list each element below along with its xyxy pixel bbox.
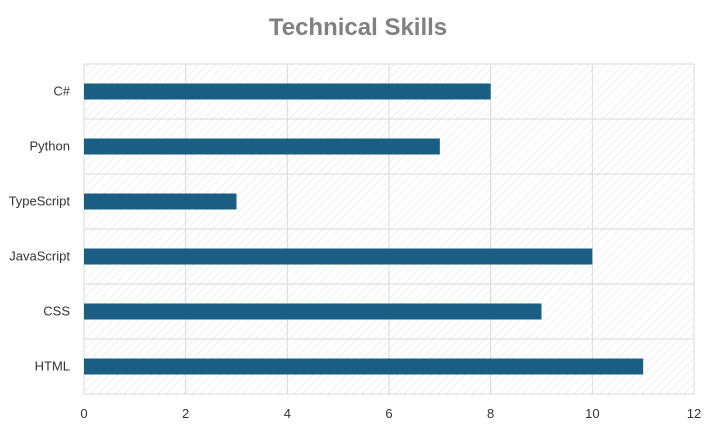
y-tick-label: TypeScript: [9, 194, 71, 209]
bar-css: [84, 303, 542, 320]
y-axis-labels: C# Python TypeScript JavaScript CSS HTML: [9, 84, 71, 374]
bars: [84, 83, 644, 375]
y-tick-label: Python: [30, 139, 70, 154]
x-tick-label: 2: [182, 406, 189, 421]
x-tick-label: 12: [687, 406, 701, 421]
bar-html: [84, 358, 644, 375]
y-tick-label: HTML: [35, 359, 70, 374]
x-tick-label: 0: [80, 406, 87, 421]
y-tick-label: C#: [53, 84, 70, 99]
y-tick-label: CSS: [43, 304, 70, 319]
x-tick-label: 4: [284, 406, 291, 421]
y-tick-label: JavaScript: [9, 249, 70, 264]
bar-c-: [84, 83, 491, 100]
bar-python: [84, 138, 440, 155]
x-tick-label: 10: [585, 406, 599, 421]
bar-typescript: [84, 193, 237, 210]
grid-lines: [83, 63, 695, 395]
x-tick-label: 6: [385, 406, 392, 421]
chart-title: Technical Skills: [269, 14, 447, 41]
x-axis-labels: 0 2 4 6 8 10 12: [80, 406, 701, 421]
bar-javascript: [84, 248, 593, 265]
x-tick-label: 8: [487, 406, 494, 421]
